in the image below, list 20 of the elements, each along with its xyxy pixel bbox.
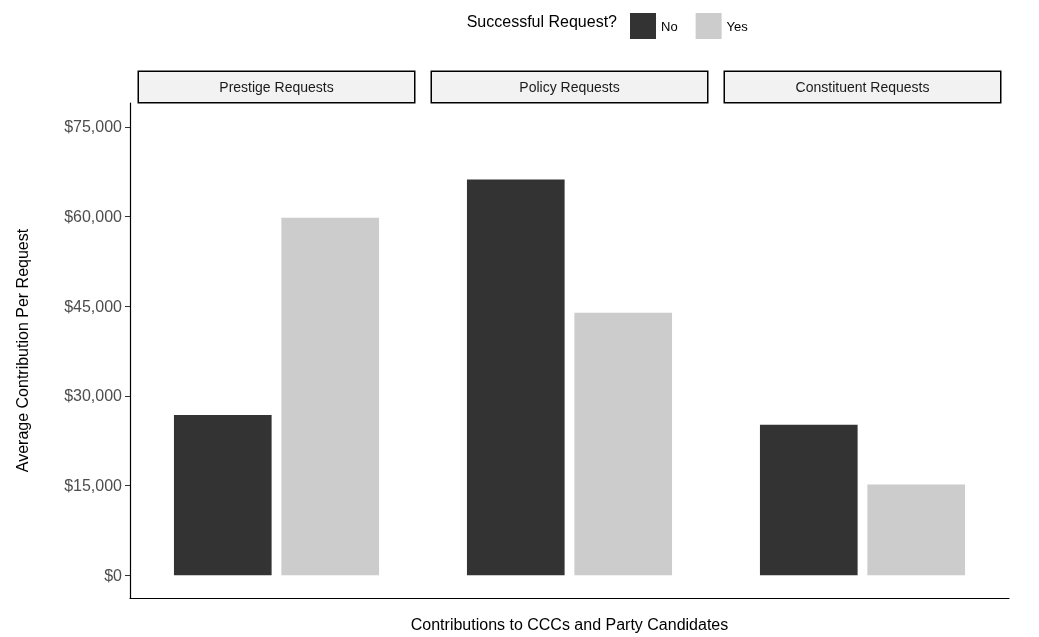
x-axis-title: Contributions to CCCs and Party Candidates <box>410 615 729 633</box>
legend-label: Yes <box>726 18 749 34</box>
bar <box>867 484 966 576</box>
legend-title: Successful Request? <box>466 12 618 30</box>
y-tick-label: $30,000 <box>64 387 123 405</box>
bar <box>574 312 673 576</box>
bar <box>759 424 858 576</box>
x-tick-label: Prestige Requests <box>219 79 334 95</box>
x-tick-label: Constituent Requests <box>795 79 930 95</box>
x-tick-label: Policy Requests <box>519 79 620 95</box>
bar <box>466 179 565 576</box>
y-tick-label: $45,000 <box>64 297 123 315</box>
bar <box>281 217 380 576</box>
y-tick-label: $60,000 <box>64 208 123 226</box>
legend-label: No <box>661 18 678 34</box>
y-tick-label: $15,000 <box>64 477 123 495</box>
y-tick-label: $75,000 <box>64 118 123 136</box>
bar <box>173 415 272 576</box>
y-axis-title: Average Contribution Per Request <box>13 228 31 473</box>
y-tick-label: $0 <box>104 566 123 584</box>
